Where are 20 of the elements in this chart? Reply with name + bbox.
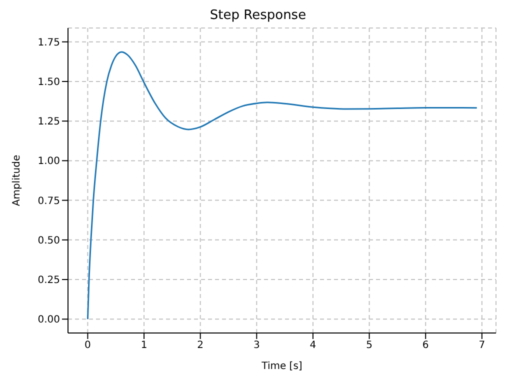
- x-tick-label: 3: [253, 340, 260, 352]
- x-tick-label: 7: [478, 340, 486, 352]
- x-tick-label: 2: [197, 340, 204, 352]
- x-tick-label: 1: [140, 340, 148, 352]
- y-tick-label: 1.50: [38, 77, 60, 88]
- y-tick-label: 1.75: [38, 37, 60, 48]
- y-tick-label: 0.50: [38, 235, 60, 246]
- x-tick-label: 5: [366, 340, 372, 352]
- chart-title: Step Response: [208, 8, 308, 24]
- x-tick-label: 4: [310, 340, 316, 352]
- line-series: [86, 51, 478, 320]
- y-tick-label: 0.75: [38, 196, 60, 207]
- y-axis-title: Amplitude: [12, 154, 23, 206]
- y-tick-label: 1.00: [38, 156, 60, 168]
- x-tick-label: 6: [422, 340, 429, 352]
- y-tick-label: 0.25: [38, 275, 60, 286]
- x-tick-label: 0: [84, 340, 91, 352]
- x-axis-title: Time [s]: [260, 361, 302, 372]
- y-tick-label: 0.00: [38, 314, 60, 326]
- y-tick-label: 1.25: [38, 116, 60, 128]
